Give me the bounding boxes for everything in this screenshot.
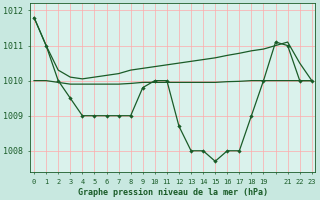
- X-axis label: Graphe pression niveau de la mer (hPa): Graphe pression niveau de la mer (hPa): [78, 188, 268, 197]
